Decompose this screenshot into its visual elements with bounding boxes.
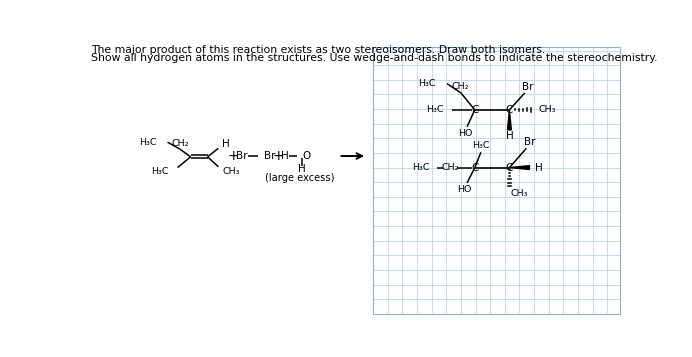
Text: CH₃: CH₃ <box>538 105 556 114</box>
Text: H: H <box>298 164 305 174</box>
Polygon shape <box>509 166 529 170</box>
Text: Show all hydrogen atoms in the structures. Use wedge-and-dash bonds to indicate : Show all hydrogen atoms in the structure… <box>91 53 658 63</box>
Text: HO: HO <box>457 185 472 195</box>
Text: The major product of this reaction exists as two stereoisomers. Draw both isomer: The major product of this reaction exist… <box>91 45 545 55</box>
Text: Br: Br <box>524 137 535 147</box>
Text: C: C <box>506 162 513 172</box>
Text: (large excess): (large excess) <box>265 172 335 182</box>
Text: C: C <box>506 105 513 115</box>
Text: CH₂: CH₂ <box>441 163 459 172</box>
Polygon shape <box>507 110 511 130</box>
Text: H: H <box>535 162 543 172</box>
Text: H₃C: H₃C <box>426 105 444 114</box>
Text: +: + <box>227 149 239 163</box>
Text: Br: Br <box>522 82 534 92</box>
Text: Br: Br <box>264 151 275 161</box>
Text: H₃C: H₃C <box>152 167 169 176</box>
Text: H: H <box>222 140 230 150</box>
Bar <box>373 47 619 314</box>
Text: +: + <box>273 149 284 163</box>
Text: H: H <box>506 131 513 141</box>
Text: H₃C: H₃C <box>412 163 430 172</box>
Text: Br: Br <box>236 151 248 161</box>
Text: H: H <box>282 151 289 161</box>
Text: HO: HO <box>458 129 473 138</box>
Text: CH₃: CH₃ <box>223 167 241 176</box>
Text: CH₃: CH₃ <box>511 189 529 198</box>
Text: CH₂: CH₂ <box>451 82 469 91</box>
Text: H₃C: H₃C <box>139 138 157 147</box>
Text: H₃C: H₃C <box>472 141 490 150</box>
Text: C: C <box>471 105 478 115</box>
Text: O: O <box>302 151 311 161</box>
Text: H₃C: H₃C <box>418 79 435 88</box>
Text: C: C <box>471 162 478 172</box>
Text: CH₂: CH₂ <box>171 139 189 148</box>
